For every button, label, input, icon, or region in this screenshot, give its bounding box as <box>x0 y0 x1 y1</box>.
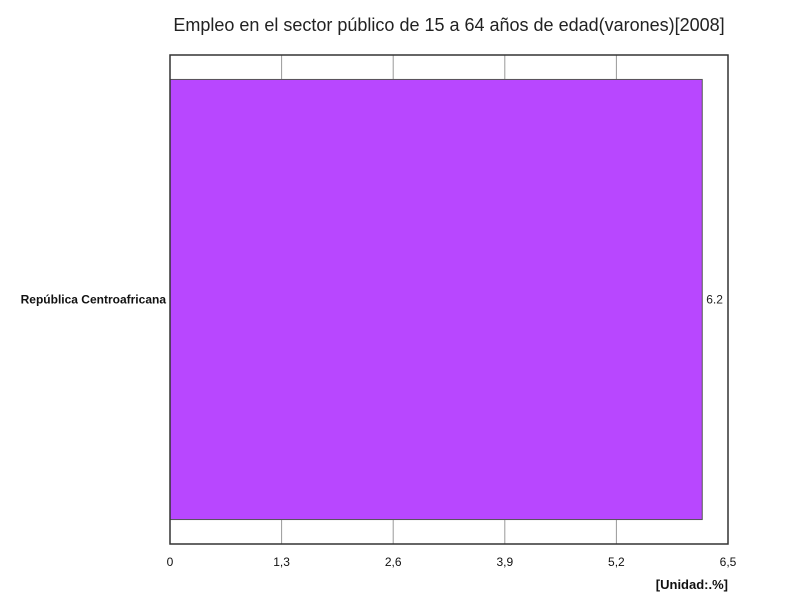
x-tick-label: 2,6 <box>385 555 402 569</box>
y-axis-categories: República Centroafricana <box>21 293 167 307</box>
x-tick-label: 3,9 <box>496 555 513 569</box>
x-tick-label: 1,3 <box>273 555 290 569</box>
bars <box>169 78 703 521</box>
unit-label: [Unidad:.%] <box>656 577 728 592</box>
x-tick-label: 6,5 <box>720 555 737 569</box>
bar <box>169 78 703 521</box>
data-label: 6.2 <box>706 293 723 307</box>
chart-title: Empleo en el sector público de 15 a 64 a… <box>173 15 724 35</box>
category-label: República Centroafricana <box>21 293 167 307</box>
x-tick-label: 0 <box>167 555 174 569</box>
plot-frame <box>169 54 729 545</box>
x-tick-label: 5,2 <box>608 555 625 569</box>
data-labels: 6.2 <box>706 293 723 307</box>
x-axis-ticks: 0 1,3 2,6 3,9 5,2 6,5 <box>167 555 737 569</box>
